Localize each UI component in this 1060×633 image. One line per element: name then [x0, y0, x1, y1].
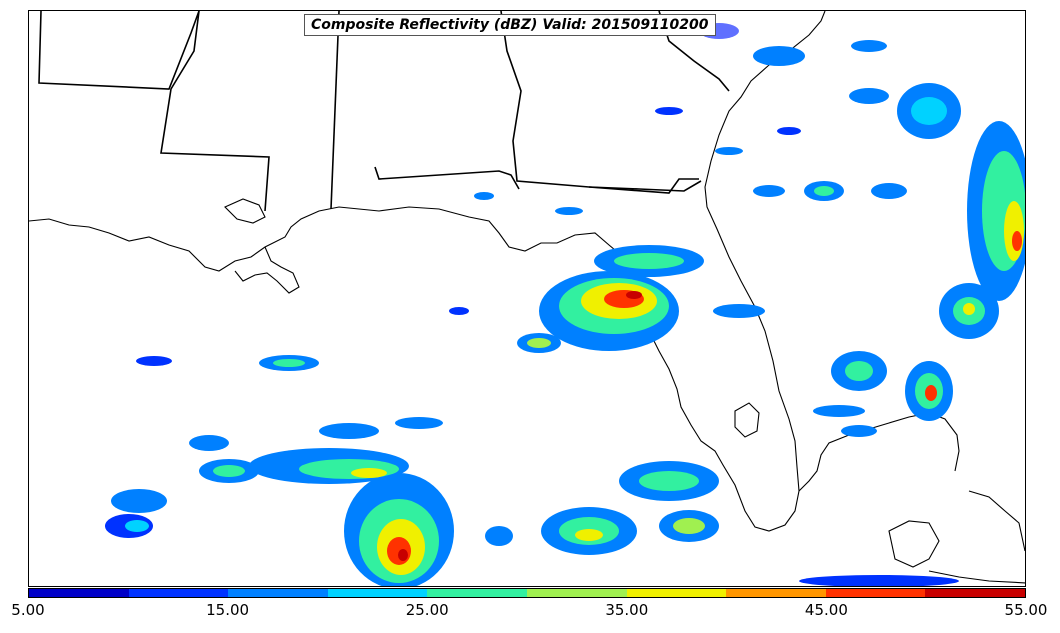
colorbar-segment-5	[526, 589, 627, 597]
colorbar-segment-9	[925, 589, 1025, 597]
map-title: Composite Reflectivity (dBZ) Valid: 2015…	[304, 14, 716, 36]
colorbar-label-25: 25.00	[405, 601, 449, 619]
state-borders	[38, 11, 730, 212]
colorbar-label-45: 45.00	[804, 601, 848, 619]
colorbar-segment-2	[228, 589, 328, 597]
colorbar-segment-0	[29, 589, 129, 597]
colorbar-label-5: 5.00	[11, 601, 45, 619]
colorbar-segment-8	[825, 589, 926, 597]
radar-echoes	[105, 23, 1025, 586]
colorbar-label-55: 55.00	[1004, 601, 1048, 619]
map-frame	[28, 10, 1026, 587]
colorbar-segment-1	[128, 589, 229, 597]
colorbar-segment-4	[427, 589, 527, 597]
colorbar-segment-7	[726, 589, 826, 597]
colorbar	[28, 588, 1026, 598]
colorbar-label-35: 35.00	[605, 601, 649, 619]
colorbar-segment-6	[626, 589, 727, 597]
map-canvas	[29, 11, 1025, 586]
colorbar-label-15: 15.00	[206, 601, 250, 619]
colorbar-segment-3	[327, 589, 428, 597]
